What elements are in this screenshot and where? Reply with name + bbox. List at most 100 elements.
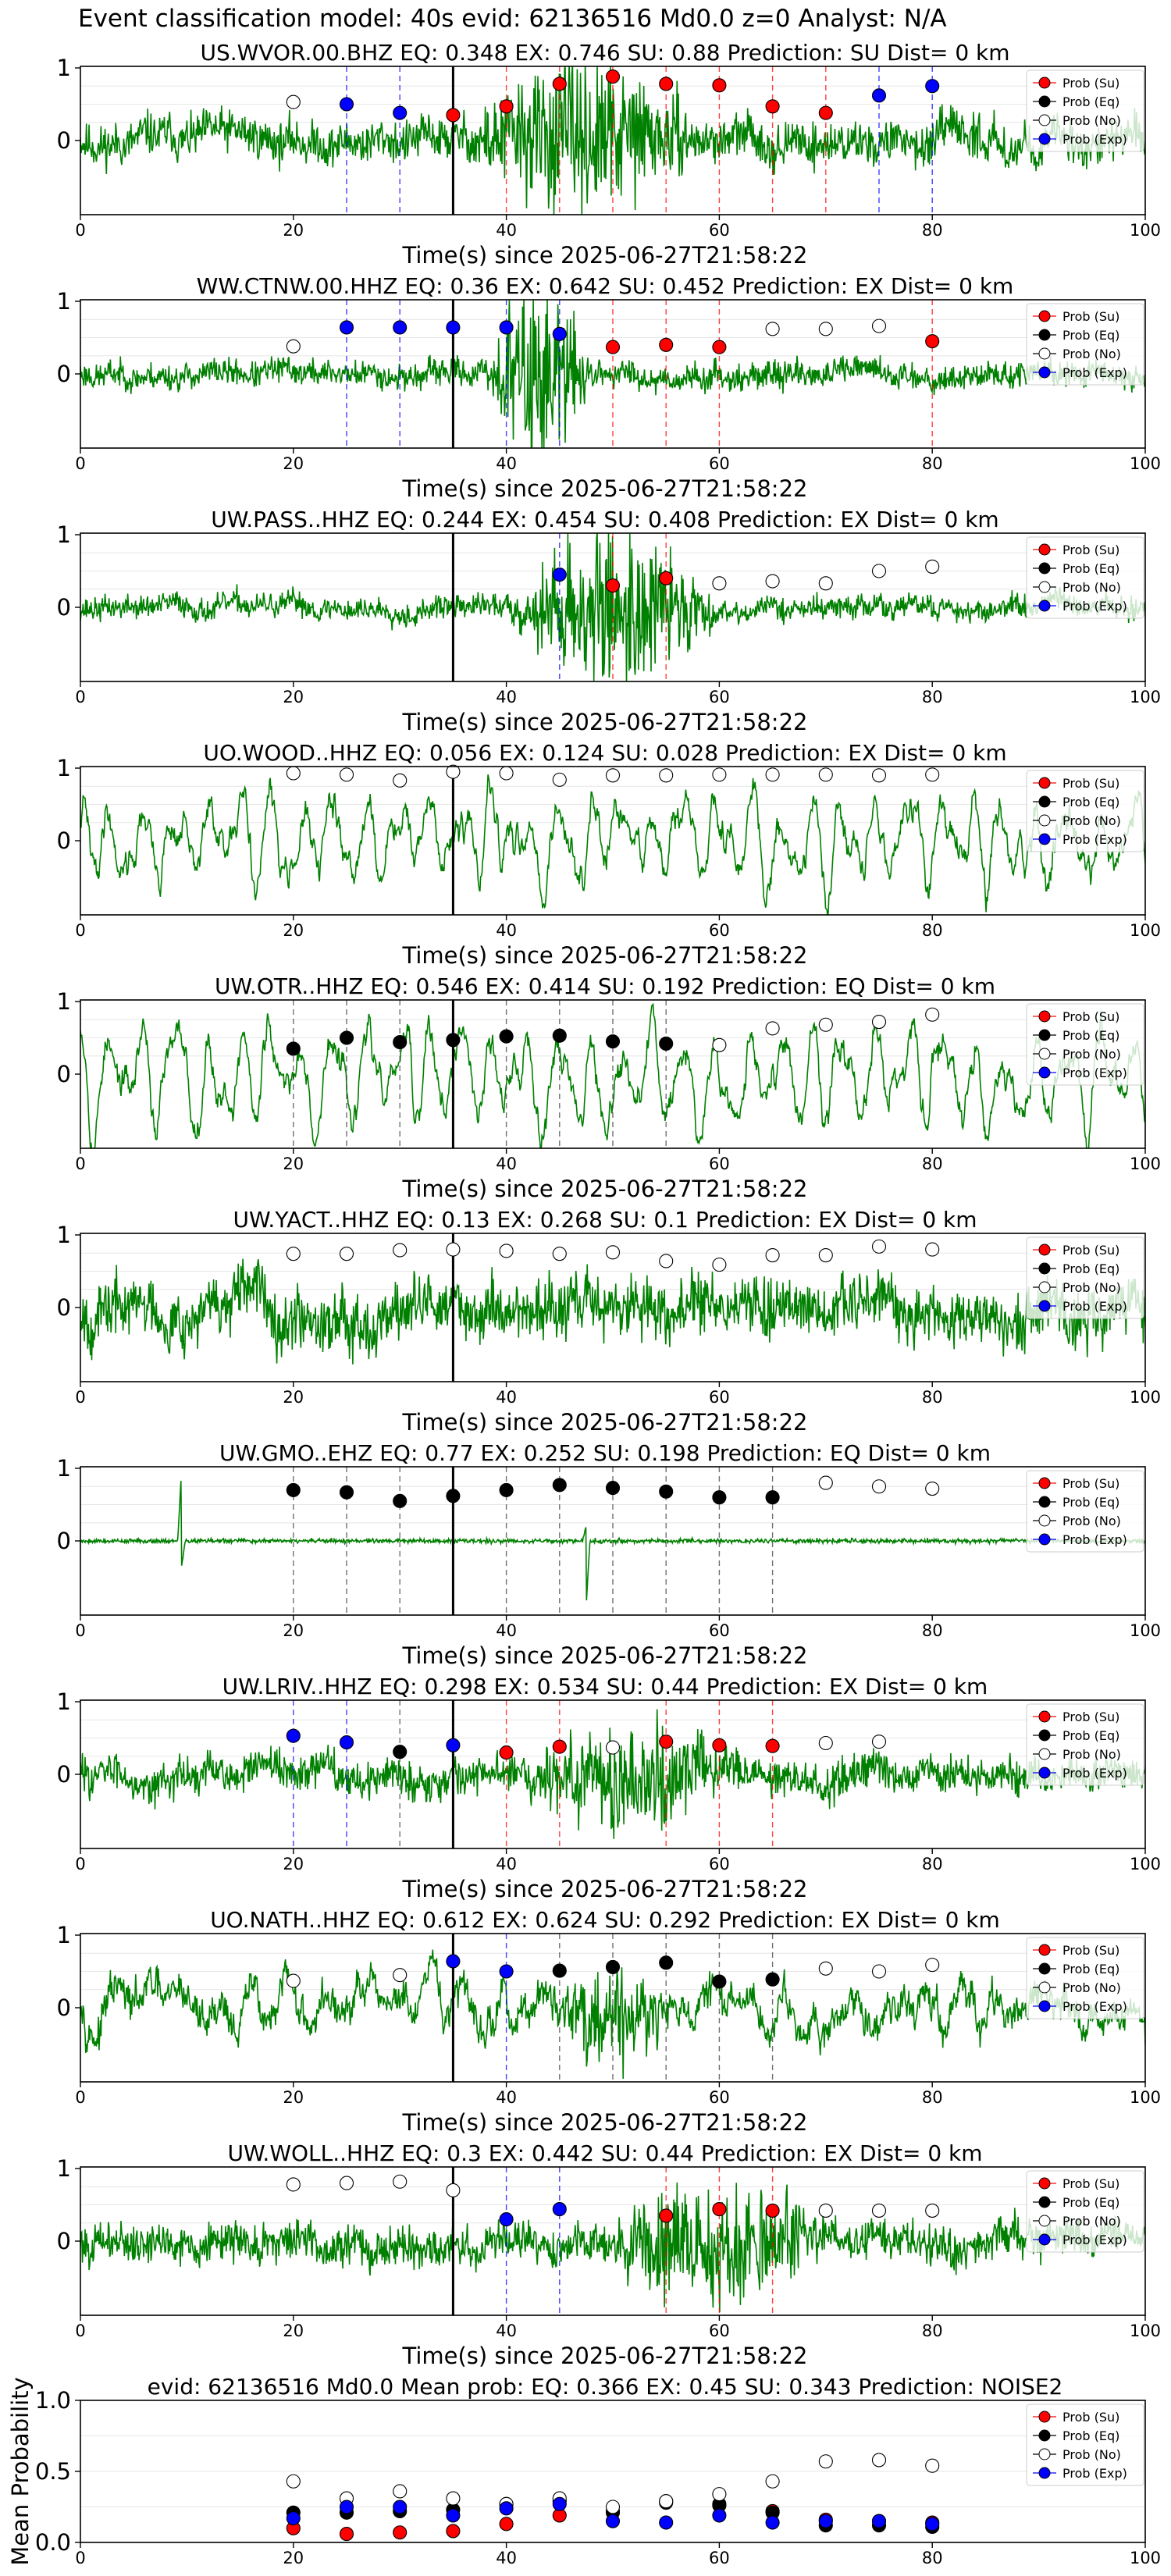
- panel-title: UW.YACT..HHZ EQ: 0.13 EX: 0.268 SU: 0.1 …: [233, 1207, 977, 1233]
- legend-item: Prob (Eq): [1033, 2195, 1119, 2210]
- legend-label: Prob (Exp): [1062, 2233, 1127, 2247]
- legend-frame: [1026, 1236, 1144, 1319]
- legend-marker: [1038, 1048, 1051, 1060]
- prob-marker: [605, 1959, 621, 1974]
- mean-prob-marker: [659, 2515, 674, 2530]
- y-tick-label: 1: [57, 755, 71, 781]
- prob-marker: [339, 2176, 354, 2190]
- legend-item: Prob (Exp): [1033, 132, 1127, 147]
- prob-marker: [286, 94, 301, 109]
- legend-marker: [1038, 1066, 1051, 1079]
- prob-marker: [659, 1735, 674, 1749]
- x-tick-label: 60: [709, 454, 730, 473]
- prob-marker: [818, 1735, 833, 1751]
- legend-item: Prob (Exp): [1033, 1066, 1127, 1080]
- legend: Prob (Su) Prob (Eq) Prob (No) Prob (Exp): [1026, 69, 1144, 152]
- x-axis-label: Time(s) since 2025-06-27T21:58:22: [402, 2343, 808, 2369]
- prob-marker: [765, 574, 780, 589]
- x-tick-label: 100: [1130, 1388, 1161, 1407]
- legend-marker: [1038, 795, 1051, 808]
- legend-label: Prob (Eq): [1062, 1028, 1119, 1043]
- prob-marker: [393, 1968, 408, 1983]
- prob-marker: [765, 1021, 780, 1036]
- prob-marker: [552, 76, 567, 91]
- x-tick-label: 0: [75, 221, 85, 240]
- station-panel: UW.GMO..EHZ EQ: 0.77 EX: 0.252 SU: 0.198…: [57, 1440, 1162, 1669]
- legend-marker: [1038, 2429, 1051, 2442]
- y-tick-label: 0.0: [35, 2529, 71, 2556]
- mean-prob-marker: [818, 2454, 833, 2469]
- y-tick-label: 1: [57, 2155, 71, 2182]
- mean-prob-marker: [712, 2508, 727, 2523]
- prob-marker: [286, 1482, 301, 1497]
- station-panel: UO.NATH..HHZ EQ: 0.612 EX: 0.624 SU: 0.2…: [57, 1907, 1162, 2136]
- legend-label: Prob (No): [1062, 1280, 1121, 1295]
- legend-label: Prob (No): [1062, 580, 1121, 595]
- legend: Prob (Su) Prob (Eq) Prob (No) Prob (Exp): [1026, 2170, 1144, 2253]
- legend-label: Prob (No): [1062, 2214, 1121, 2229]
- x-axis-label: Time(s) since 2025-06-27T21:58:22: [402, 1176, 808, 1202]
- prob-marker: [605, 1740, 621, 1755]
- prob-marker: [818, 105, 833, 120]
- prob-marker: [286, 1973, 301, 1988]
- prob-marker: [339, 1247, 354, 1261]
- prob-marker: [605, 768, 621, 783]
- legend-item: Prob (No): [1033, 580, 1121, 595]
- y-tick-label: 1: [57, 1222, 71, 1248]
- legend-item: Prob (Eq): [1033, 561, 1119, 576]
- prob-marker: [552, 1963, 567, 1978]
- x-tick-label: 60: [709, 2322, 730, 2340]
- prob-marker: [552, 1028, 567, 1043]
- legend-item: Prob (No): [1033, 2214, 1121, 2229]
- prob-marker: [393, 2174, 408, 2189]
- prob-marker: [393, 320, 408, 335]
- legend-label: Prob (Su): [1062, 2176, 1119, 2191]
- x-axis-label: Time(s) since 2025-06-27T21:58:22: [402, 2109, 808, 2136]
- legend-label: Prob (Su): [1062, 309, 1119, 324]
- panel-title: UO.NATH..HHZ EQ: 0.612 EX: 0.624 SU: 0.2…: [210, 1907, 1000, 1933]
- prob-marker: [925, 1481, 940, 1496]
- station-panel: UW.PASS..HHZ EQ: 0.244 EX: 0.454 SU: 0.4…: [57, 507, 1162, 735]
- prob-marker: [712, 1258, 727, 1272]
- legend-label: Prob (No): [1062, 813, 1121, 828]
- legend-item: Prob (Eq): [1033, 2428, 1119, 2443]
- prob-marker: [818, 1961, 833, 1976]
- x-tick-label: 40: [496, 921, 517, 940]
- prob-marker: [818, 767, 833, 782]
- prob-marker: [659, 2208, 674, 2223]
- prob-marker: [499, 2212, 514, 2227]
- prob-marker: [659, 337, 674, 352]
- station-panel: UW.LRIV..HHZ EQ: 0.298 EX: 0.534 SU: 0.4…: [57, 1674, 1162, 1902]
- x-tick-label: 100: [1130, 2322, 1161, 2340]
- legend-item: Prob (No): [1033, 113, 1121, 128]
- station-panel: US.WVOR.00.BHZ EQ: 0.348 EX: 0.746 SU: 0…: [57, 40, 1162, 269]
- prob-marker: [712, 1037, 727, 1052]
- station-panel: UW.YACT..HHZ EQ: 0.13 EX: 0.268 SU: 0.1 …: [57, 1207, 1162, 1436]
- x-axis-label: Time(s) since 2025-06-27T21:58:22: [402, 475, 808, 502]
- legend-item: Prob (Exp): [1033, 832, 1127, 847]
- y-tick-label: 1: [57, 521, 71, 548]
- prob-marker: [871, 564, 887, 578]
- legend-frame: [1026, 2170, 1144, 2253]
- panel-title: UW.WOLL..HHZ EQ: 0.3 EX: 0.442 SU: 0.44 …: [227, 2140, 982, 2166]
- prob-marker: [712, 1974, 727, 1989]
- x-tick-label: 20: [283, 221, 304, 240]
- legend-frame: [1026, 1003, 1144, 1086]
- x-tick-label: 40: [496, 1855, 517, 1873]
- x-tick-label: 80: [922, 1621, 943, 1640]
- legend-label: Prob (Exp): [1062, 599, 1127, 614]
- legend-marker: [1038, 1962, 1051, 1975]
- legend-label: Prob (Exp): [1062, 132, 1127, 147]
- legend-item: Prob (Su): [1033, 543, 1119, 557]
- prob-marker: [499, 1964, 514, 1979]
- prob-marker: [339, 1735, 354, 1750]
- prob-marker: [446, 320, 461, 335]
- prob-marker: [765, 2203, 780, 2218]
- prob-marker: [499, 1745, 514, 1760]
- prob-marker: [605, 340, 621, 354]
- prob-marker: [286, 1041, 301, 1056]
- y-tick-label: 1: [57, 988, 71, 1015]
- waveform-trace: [80, 1709, 1145, 1839]
- x-axis-label: Time(s) since 2025-06-27T21:58:22: [402, 1409, 808, 1436]
- legend-marker: [1038, 95, 1051, 108]
